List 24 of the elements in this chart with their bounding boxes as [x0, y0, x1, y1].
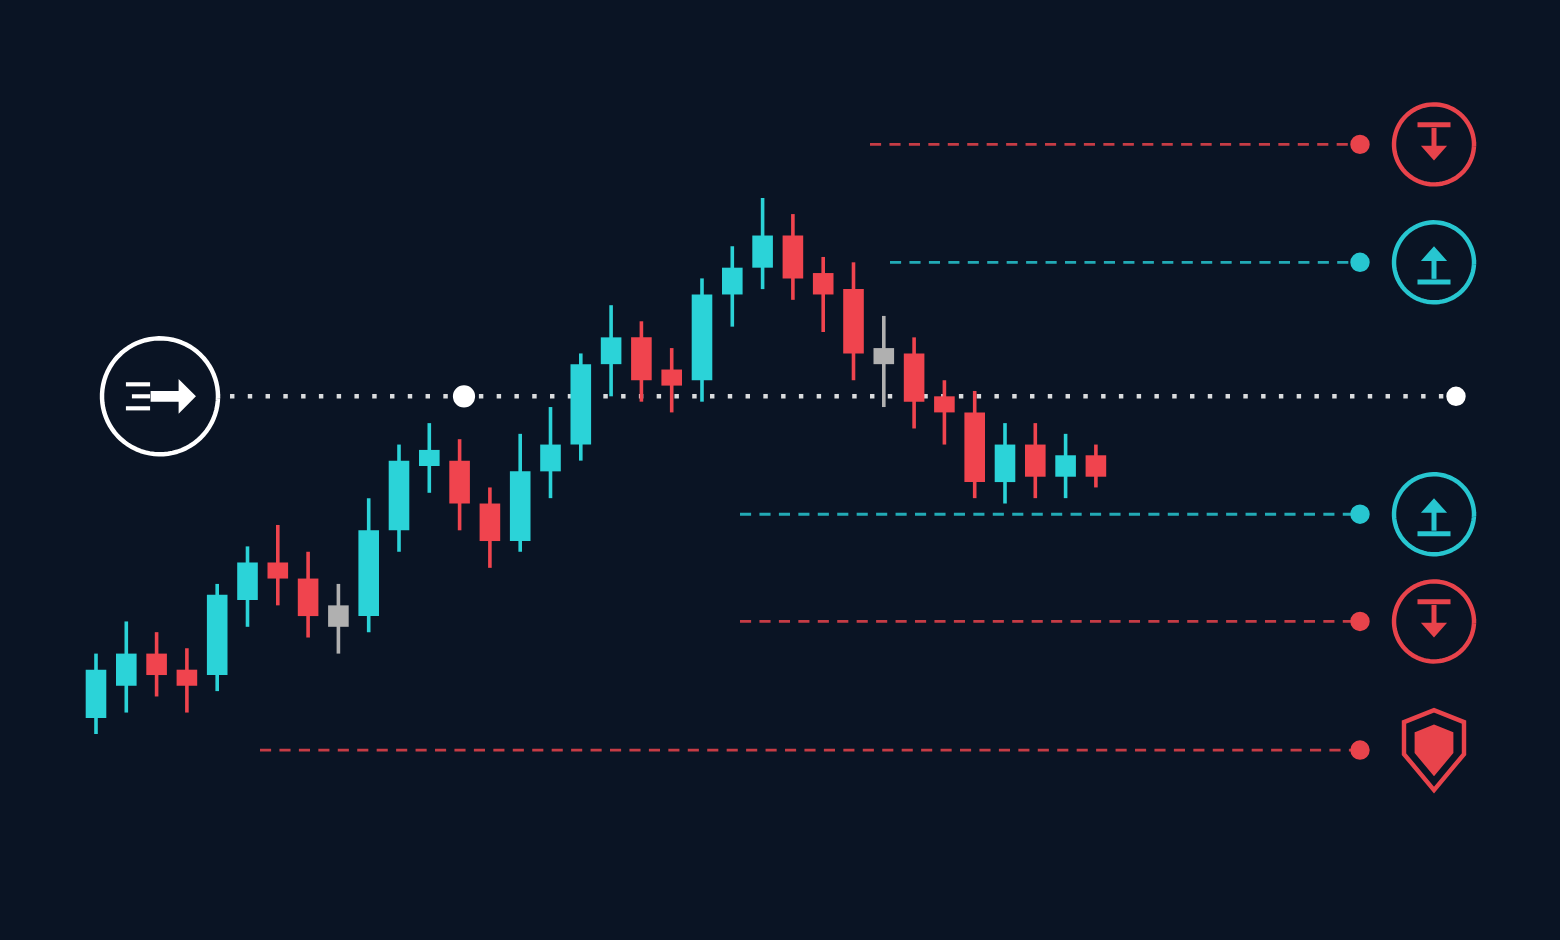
candlestick	[782, 212, 804, 302]
candlestick	[631, 319, 652, 404]
candlestick	[661, 346, 682, 415]
candlestick	[994, 421, 1016, 506]
candlestick	[600, 303, 622, 399]
candlestick	[1055, 432, 1076, 500]
candlestick	[934, 378, 955, 447]
candlestick	[1025, 421, 1046, 500]
candlestick	[812, 255, 834, 334]
candlestick	[752, 196, 773, 291]
candlestick	[267, 523, 289, 608]
candlestick	[873, 314, 895, 409]
candlestick	[419, 421, 440, 495]
candlestick	[297, 549, 319, 640]
candlestick	[237, 544, 258, 629]
candlestick	[449, 437, 470, 533]
candlestick	[328, 582, 349, 656]
candlestick	[116, 619, 137, 715]
candlestick	[146, 630, 167, 699]
candlestick	[479, 485, 501, 570]
candlestick	[540, 405, 561, 500]
candlestick	[722, 244, 743, 329]
candlestick	[176, 646, 198, 715]
candlestick	[1085, 442, 1107, 490]
